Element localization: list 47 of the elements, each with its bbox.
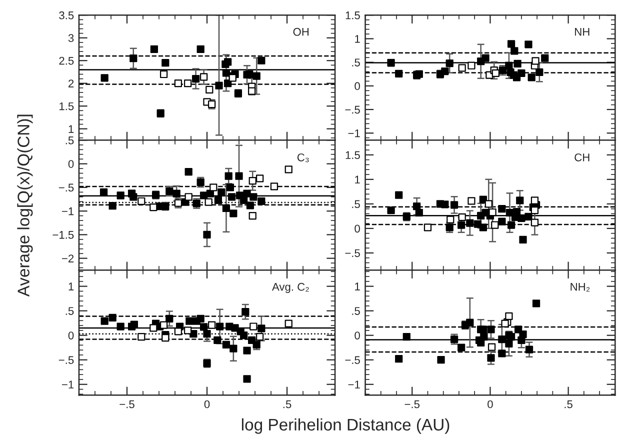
- y-tick-label: −1: [348, 129, 360, 138]
- y-tick-label: 1: [355, 35, 360, 43]
- y-tick-label: −.5: [58, 356, 74, 364]
- y-tick-label: 1: [355, 282, 360, 290]
- y-tick-label: 2: [68, 80, 74, 88]
- y-tick-label: 1: [68, 282, 74, 290]
- y-tick-label: −1: [62, 380, 74, 388]
- y-tick-label: 0: [68, 160, 74, 168]
- text: OH: [293, 28, 309, 36]
- y-tick-label: 0: [354, 82, 360, 90]
- x-tick-label: −.5: [120, 400, 134, 408]
- y-tick-label: .5: [352, 307, 360, 315]
- y-tick-label: 1.5: [346, 12, 360, 20]
- y-tick-label: −2: [62, 254, 74, 262]
- text: CH: [574, 153, 590, 162]
- y-tick-label: −.5: [345, 249, 360, 258]
- y-tick-label: 0: [354, 332, 360, 340]
- y-tick-label: 0: [354, 224, 360, 233]
- y-tick-label: .5: [66, 307, 74, 315]
- y-tick-label: 0: [68, 332, 74, 340]
- text: Avg. C₂: [272, 282, 309, 293]
- y-tick-label: −1: [62, 207, 74, 216]
- y-tick-label: −1.5: [52, 231, 74, 239]
- text: NH: [575, 28, 590, 36]
- x-tick-label: .5: [564, 400, 572, 408]
- x-axis-title: log Perihelion Distance (AU): [242, 418, 450, 434]
- y-tick-label: .5: [352, 200, 360, 208]
- y-tick-label: .5: [66, 136, 74, 144]
- y-tick-label: −1: [348, 380, 360, 388]
- y-tick-label: −.5: [345, 106, 360, 114]
- y-tick-label: 1.5: [60, 102, 74, 110]
- y-tick-label: 2.5: [59, 56, 74, 65]
- x-tick-label: 0: [204, 400, 210, 408]
- y-tick-label: 1.5: [346, 151, 360, 160]
- text: NH₂: [570, 283, 590, 292]
- x-tick-label: −.5: [404, 400, 420, 408]
- y-tick-label: 1: [355, 176, 360, 184]
- x-tick-label: .5: [283, 400, 292, 408]
- x-tick-label: 0: [488, 400, 493, 408]
- y-axis-title: Average log[Q(x)/Q(CN)]: [17, 114, 33, 297]
- y-tick-label: 3.5: [59, 11, 74, 20]
- text: C₃: [297, 153, 309, 162]
- y-tick-label: 3: [68, 34, 74, 42]
- y-tick-label: 1: [68, 125, 74, 133]
- y-tick-label: −.5: [345, 356, 360, 364]
- y-tick-label: −.5: [58, 184, 74, 192]
- y-tick-label: .5: [352, 58, 360, 66]
